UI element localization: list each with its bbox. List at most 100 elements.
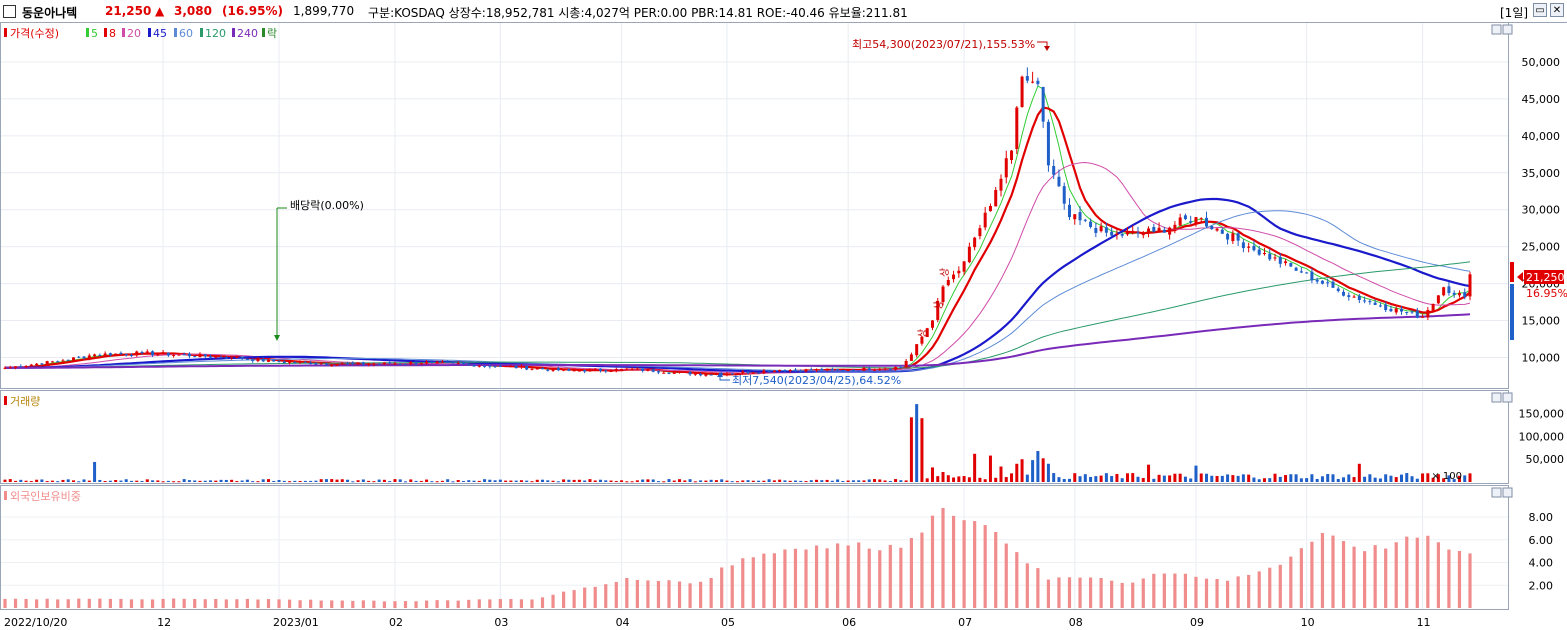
foreign-panel-buttons[interactable] bbox=[1491, 487, 1513, 498]
foreign-ratio-bar bbox=[1036, 568, 1040, 608]
candle-body bbox=[372, 363, 376, 365]
foreign-ratio-bar bbox=[235, 599, 239, 608]
candle-body bbox=[862, 367, 866, 371]
foreign-ratio-bar bbox=[245, 598, 250, 608]
candle-body bbox=[388, 362, 392, 364]
x-tick-label: 02 bbox=[389, 616, 403, 629]
candle-body bbox=[788, 370, 792, 372]
candle-body bbox=[1457, 293, 1461, 296]
candle-body bbox=[651, 369, 655, 372]
volume-bar bbox=[367, 480, 371, 482]
candle-body bbox=[1157, 227, 1161, 232]
foreign-ratio-bar bbox=[1046, 579, 1051, 608]
candle-body bbox=[240, 356, 244, 359]
candle-body bbox=[577, 370, 581, 372]
volume-bar bbox=[1389, 475, 1393, 482]
volume-bar bbox=[309, 480, 313, 482]
volume-bar bbox=[203, 480, 207, 482]
volume-bar bbox=[351, 481, 355, 483]
candle-body bbox=[335, 363, 339, 366]
candle-body bbox=[3, 367, 7, 369]
volume-bar bbox=[1431, 477, 1435, 482]
foreign-ratio-bar bbox=[983, 525, 987, 608]
foreign-ratio-bar bbox=[1162, 573, 1166, 608]
candle-body bbox=[77, 356, 81, 358]
candle-body bbox=[1262, 252, 1266, 254]
limit-up-marker: 상 bbox=[917, 329, 929, 338]
price-panel-buttons[interactable] bbox=[1491, 24, 1513, 35]
volume-bar bbox=[799, 480, 803, 482]
candle-body bbox=[82, 356, 86, 359]
foreign-ratio-bar bbox=[825, 548, 829, 608]
candle-body bbox=[1226, 233, 1230, 240]
foreign-ratio-bar bbox=[129, 599, 134, 608]
foreign-ratio-bar bbox=[593, 586, 597, 608]
period-label[interactable]: [1일] bbox=[1500, 6, 1529, 20]
volume-bar bbox=[1421, 473, 1425, 482]
volume-bar bbox=[182, 479, 186, 482]
candle-body bbox=[425, 361, 429, 364]
volume-bar bbox=[1031, 460, 1035, 482]
volume-bar bbox=[77, 481, 81, 483]
candle-body bbox=[367, 364, 371, 366]
foreign-ratio-bar bbox=[857, 542, 861, 608]
limit-up-markers: 상 상 상 bbox=[917, 268, 951, 338]
volume-bar bbox=[683, 480, 687, 482]
volume-bar bbox=[667, 479, 671, 482]
foreign-ratio-bar bbox=[677, 581, 682, 608]
candle-body bbox=[266, 359, 270, 362]
candle-body bbox=[1278, 256, 1282, 264]
candle-body bbox=[1162, 229, 1166, 233]
candle-body bbox=[156, 354, 160, 356]
candle-body bbox=[151, 351, 155, 356]
candle-body bbox=[714, 373, 718, 375]
foreign-ratio-bar bbox=[772, 553, 776, 608]
volume-bar bbox=[1189, 478, 1193, 482]
volume-panel-buttons[interactable] bbox=[1491, 392, 1513, 403]
price-change-pct: (16.95%) bbox=[222, 4, 283, 18]
x-tick-label: 09 bbox=[1190, 616, 1204, 629]
foreign-ratio-bar bbox=[1131, 582, 1135, 608]
candle-body bbox=[182, 354, 186, 356]
volume-bar bbox=[288, 481, 292, 483]
volume-bar bbox=[746, 480, 750, 482]
candle-body bbox=[1067, 204, 1071, 218]
volume-bar bbox=[156, 480, 160, 482]
volume-bar bbox=[514, 480, 518, 482]
candle-body bbox=[857, 370, 861, 372]
volume-bar bbox=[630, 481, 634, 483]
candle-body bbox=[946, 280, 950, 286]
candle-body bbox=[1057, 176, 1061, 187]
candle-body bbox=[14, 366, 18, 368]
candle-body bbox=[1389, 308, 1393, 312]
candle-body bbox=[87, 355, 91, 359]
candle-body bbox=[140, 352, 144, 354]
volume-bar bbox=[873, 479, 877, 482]
volume-bar bbox=[1442, 478, 1446, 482]
candle-body bbox=[1405, 311, 1409, 313]
foreign-ratio-bar bbox=[140, 599, 144, 608]
price-tick-label: 45,000 bbox=[1522, 93, 1561, 106]
candle-body bbox=[166, 352, 170, 356]
candle-body bbox=[1447, 286, 1451, 294]
candle-body bbox=[725, 373, 729, 375]
candle-body bbox=[398, 363, 402, 365]
candle-body bbox=[525, 365, 529, 370]
volume-bar bbox=[1273, 473, 1277, 482]
candle-body bbox=[556, 368, 560, 371]
current-price: 21,250 bbox=[105, 4, 152, 18]
restore-icon[interactable]: ▭ bbox=[1533, 3, 1547, 17]
volume-bar bbox=[472, 480, 476, 482]
volume-bar bbox=[1110, 476, 1114, 482]
candle-body bbox=[635, 368, 639, 370]
volume-bar bbox=[8, 479, 12, 482]
volume-bar bbox=[1447, 475, 1451, 482]
candle-body bbox=[1052, 166, 1056, 175]
header-checkbox[interactable] bbox=[3, 5, 16, 18]
candle-body bbox=[535, 368, 539, 370]
candle-body bbox=[382, 362, 386, 365]
volume-bar bbox=[414, 480, 418, 482]
close-icon[interactable]: ✕ bbox=[1550, 3, 1564, 17]
volume-bar bbox=[1368, 474, 1372, 482]
stock-chart: 10,00015,00020,00025,00030,00035,00040,0… bbox=[0, 22, 1567, 629]
